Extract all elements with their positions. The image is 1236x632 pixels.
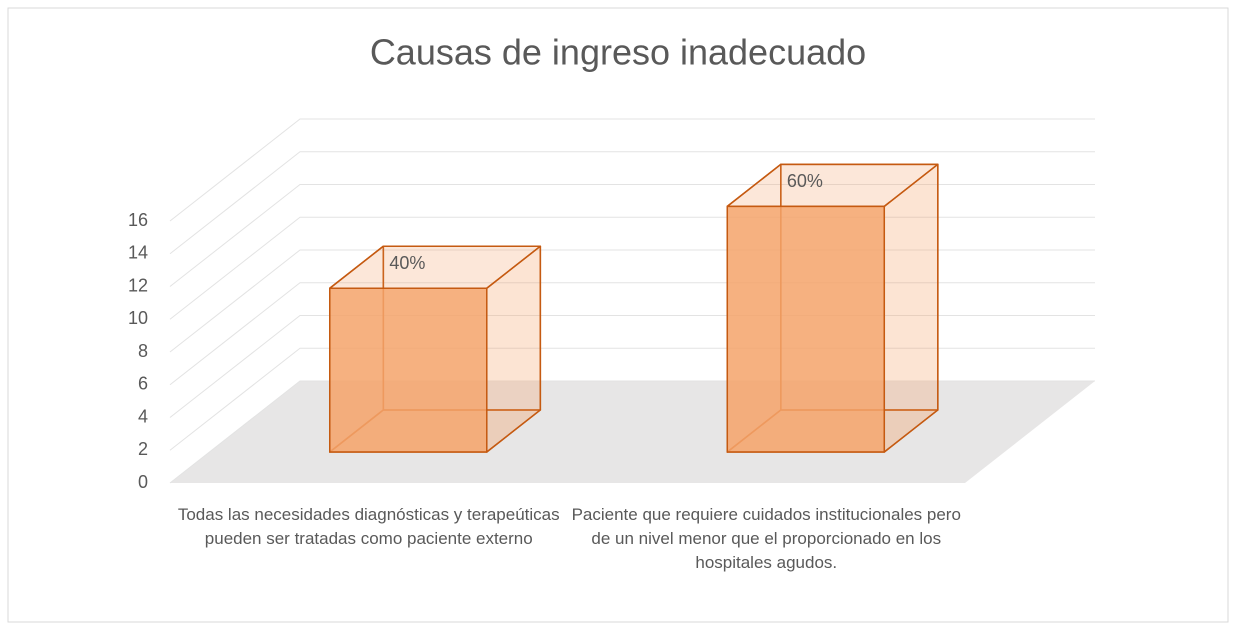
chart-title: Causas de ingreso inadecuado bbox=[370, 32, 866, 73]
y-tick-label: 0 bbox=[138, 472, 148, 492]
floor bbox=[170, 381, 1095, 483]
y-tick-label: 6 bbox=[138, 374, 148, 394]
bar-front bbox=[726, 205, 886, 453]
y-tick-label: 10 bbox=[128, 308, 148, 328]
y-tick-label: 14 bbox=[128, 243, 148, 263]
y-tick-label: 4 bbox=[138, 406, 148, 426]
grid-line bbox=[169, 184, 1095, 287]
y-tick-label: 12 bbox=[128, 275, 148, 295]
y-tick-label: 8 bbox=[138, 341, 148, 361]
bar-right bbox=[883, 163, 939, 453]
x-tick-label: Todas las necesidades diagnósticas y ter… bbox=[177, 505, 560, 548]
data-label: 60% bbox=[787, 171, 823, 191]
grid-line bbox=[169, 151, 1095, 255]
bar-front bbox=[329, 287, 488, 453]
data-label: 40% bbox=[389, 253, 425, 273]
y-tick-label: 16 bbox=[128, 210, 148, 230]
grid-line bbox=[169, 118, 1095, 222]
y-tick-label: 2 bbox=[138, 439, 148, 459]
x-tick-label: Paciente que requiere cuidados instituci… bbox=[571, 505, 961, 572]
